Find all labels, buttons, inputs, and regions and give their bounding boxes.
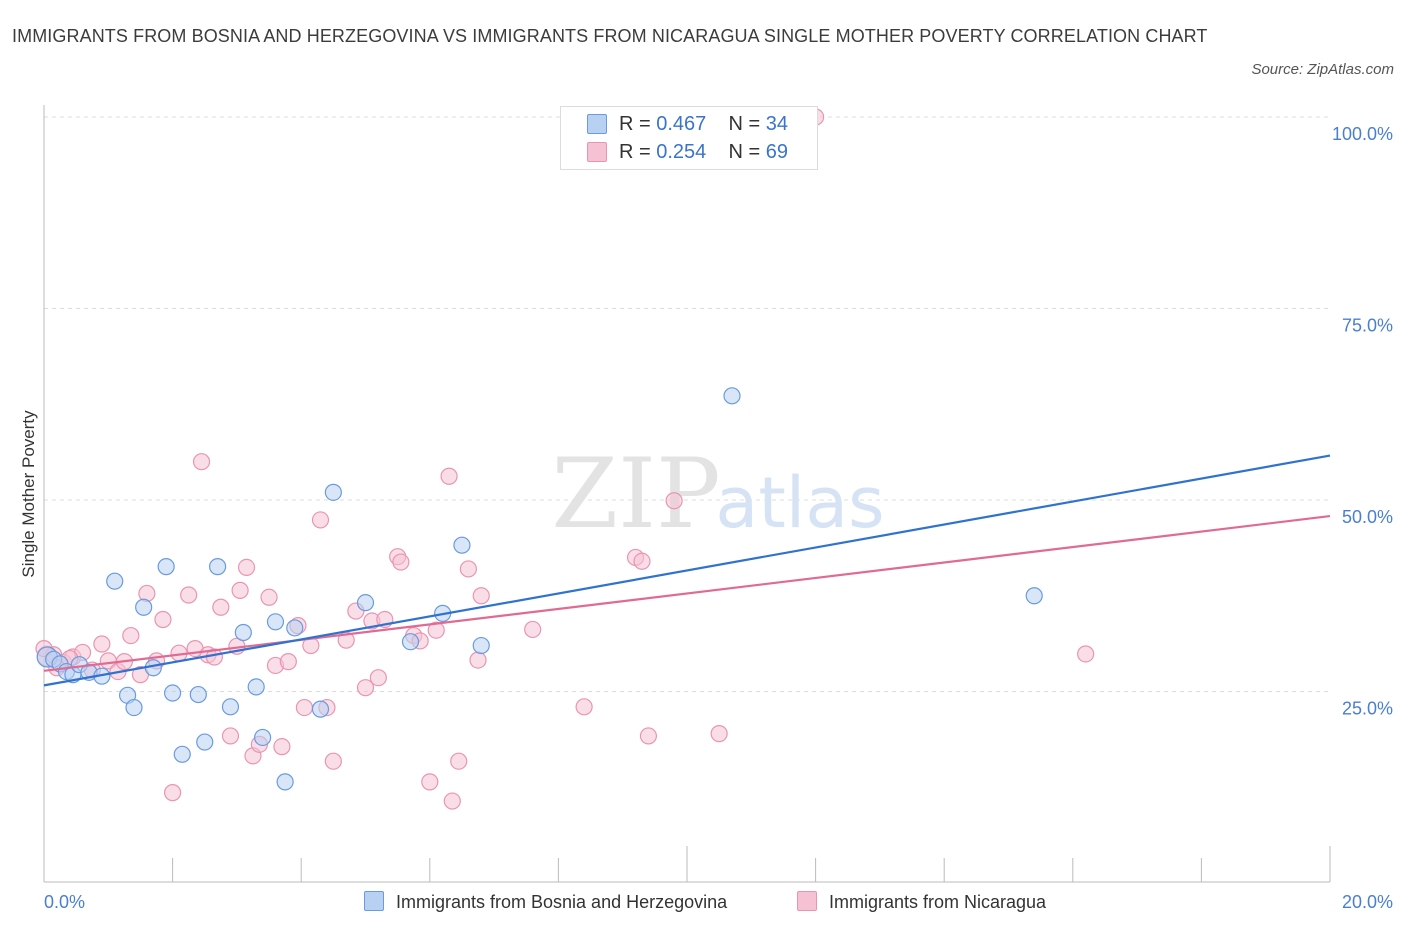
x-tick-label-min: 0.0% <box>44 892 85 912</box>
bosnia-point <box>164 684 182 702</box>
nicaragua-point <box>469 651 487 669</box>
axes <box>43 105 1331 883</box>
series-name-bosnia: Immigrants from Bosnia and Herzegovina <box>396 892 728 912</box>
nicaragua-point <box>639 727 658 745</box>
y-tick-label: 25.0% <box>1342 699 1393 719</box>
bosnia-point <box>196 733 214 751</box>
nicaragua-point <box>472 587 490 605</box>
nicaragua-point <box>295 698 314 717</box>
legend-r-bosnia: 0.467 <box>656 113 707 135</box>
bosnia-point <box>324 483 342 501</box>
series-bosnia-points <box>36 387 1043 791</box>
bosnia-point <box>276 773 294 791</box>
nicaragua-point <box>1077 645 1095 663</box>
bosnia-point <box>125 698 143 717</box>
bosnia-point <box>453 536 471 554</box>
legend-n-label-bosnia: N = <box>728 113 766 135</box>
watermark-atlas: atlas <box>715 462 884 544</box>
nicaragua-point <box>421 773 439 791</box>
nicaragua-point <box>427 621 445 639</box>
legend-n-nicaragua: 69 <box>765 141 789 163</box>
y-tick-label: 75.0% <box>1342 316 1393 336</box>
nicaragua-point <box>237 558 256 577</box>
legend-n-bosnia: 34 <box>765 113 789 135</box>
nicaragua-point <box>459 560 477 578</box>
nicaragua-point <box>192 453 211 471</box>
bosnia-point <box>135 598 153 616</box>
legend-r-label-nicaragua: R = <box>619 141 657 163</box>
bosnia-point <box>311 700 330 718</box>
nicaragua-point <box>356 679 375 697</box>
legend-r-nicaragua: 0.254 <box>656 141 707 163</box>
bosnia-point <box>266 613 285 631</box>
bosnia-point <box>209 558 227 576</box>
nicaragua-point <box>212 598 230 616</box>
nicaragua-point <box>633 552 651 570</box>
bosnia-point <box>472 636 490 655</box>
nicaragua-point <box>180 586 198 604</box>
bosnia-point <box>221 698 240 716</box>
bosnia-point <box>247 678 265 696</box>
bosnia-point <box>356 594 375 612</box>
y-axis-label: Single Mother Poverty <box>19 410 38 578</box>
nicaragua-point <box>311 511 330 529</box>
correlation-legend: R = 0.467 N = 34 R = 0.254 N = 69 <box>560 106 818 170</box>
nicaragua-point <box>273 738 291 756</box>
y-tick-label: 50.0% <box>1342 507 1393 527</box>
bosnia-point <box>157 558 175 576</box>
nicaragua-point <box>665 492 683 510</box>
nicaragua-point <box>279 653 297 671</box>
legend-r-label-bosnia: R = <box>619 113 657 135</box>
nicaragua-point <box>524 620 542 639</box>
bosnia-point <box>1025 587 1043 605</box>
y-tick-label: 100.0% <box>1332 124 1393 144</box>
nicaragua-point <box>260 588 278 606</box>
watermark-zip: ZIP <box>551 438 720 550</box>
trend-lines <box>43 454 1331 687</box>
nicaragua-point <box>440 467 458 485</box>
bosnia-point <box>723 387 741 405</box>
bottom-swatch-nicaragua <box>797 891 817 911</box>
nicaragua-point <box>369 669 387 687</box>
bosnia-point <box>286 619 304 637</box>
nicaragua-point <box>392 553 410 571</box>
nicaragua-point <box>450 752 468 770</box>
nicaragua-point <box>164 784 182 802</box>
nicaragua-point <box>154 610 172 629</box>
x-tick-label-max: 20.0% <box>1342 892 1393 912</box>
bosnia-point <box>173 745 191 763</box>
nicaragua-point <box>443 792 461 810</box>
bosnia-point <box>234 623 252 642</box>
series-name-nicaragua: Immigrants from Nicaragua <box>829 892 1047 912</box>
tick-labels: 25.0% 50.0% 75.0% 100.0% 0.0% 20.0% <box>44 124 1393 912</box>
bottom-swatch-bosnia <box>364 891 384 911</box>
nicaragua-point <box>575 698 593 716</box>
nicaragua-point <box>93 635 111 653</box>
nicaragua-point <box>231 581 249 599</box>
bosnia-point <box>189 685 207 704</box>
bosnia-point <box>401 633 420 651</box>
series-legend-bosnia: Immigrants from Bosnia and Herzegovina <box>364 889 727 915</box>
chart-title: IMMIGRANTS FROM BOSNIA AND HERZEGOVINA V… <box>12 26 1208 46</box>
trend-line-nicaragua <box>43 514 1331 672</box>
legend-n-label-nicaragua: N = <box>728 141 766 163</box>
bosnia-point <box>254 728 272 747</box>
series-legend-nicaragua: Immigrants from Nicaragua <box>797 889 1046 915</box>
watermark: ZIP atlas <box>551 438 884 550</box>
trend-line-bosnia <box>43 454 1331 687</box>
source-credit: Source: ZipAtlas.com <box>1251 61 1394 78</box>
gridlines <box>44 116 1330 692</box>
legend-swatch-bosnia <box>587 114 607 134</box>
legend-swatch-nicaragua <box>587 142 607 162</box>
nicaragua-point <box>324 752 342 770</box>
bosnia-point <box>106 572 124 590</box>
nicaragua-point <box>221 727 240 745</box>
nicaragua-point <box>710 725 728 743</box>
nicaragua-point <box>122 626 140 645</box>
